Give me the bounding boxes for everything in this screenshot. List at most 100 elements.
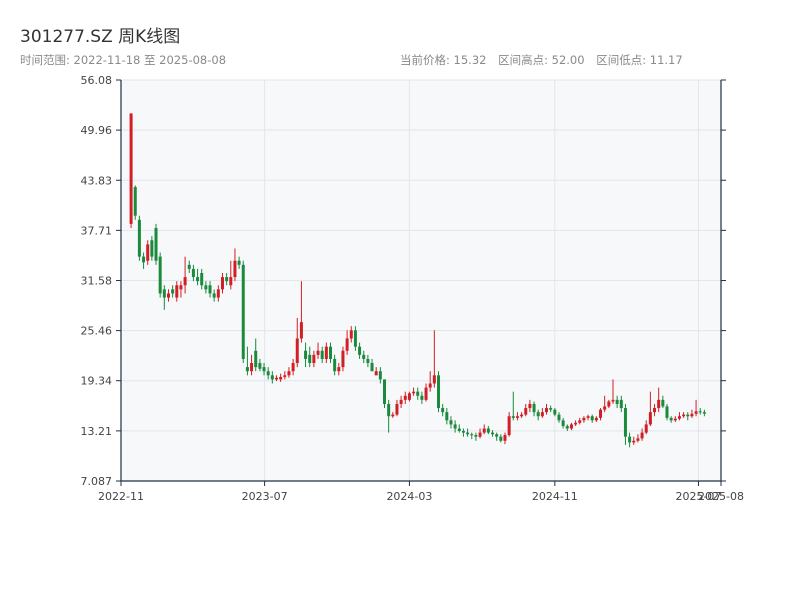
candle-up — [412, 391, 416, 394]
candle-down — [225, 277, 229, 282]
candle-down — [366, 358, 370, 364]
candle-down — [449, 420, 453, 425]
candle-up — [569, 424, 573, 429]
candle-up — [337, 367, 341, 372]
candle-down — [362, 354, 366, 359]
candle-up — [636, 438, 640, 441]
range-low-text: 区间低点: 11.17 — [596, 53, 683, 67]
candle-up — [582, 417, 586, 421]
candle-down — [383, 379, 387, 404]
candle-up — [545, 408, 549, 413]
candle-down — [661, 399, 665, 407]
candle-up — [644, 424, 648, 433]
x-tick-label: 2025-07 — [675, 490, 721, 503]
candle-up — [183, 277, 187, 286]
candle-down — [212, 293, 216, 298]
candle-down — [416, 391, 420, 396]
candle-up — [578, 420, 582, 423]
candle-down — [665, 406, 669, 418]
candle-up — [648, 412, 652, 425]
candle-up — [316, 350, 320, 355]
stats-bar: 当前价格: 15.32 区间高点: 52.00 区间低点: 11.17 — [400, 52, 691, 68]
candle-up — [524, 408, 528, 415]
candle-up — [146, 244, 150, 261]
candle-up — [287, 371, 291, 376]
y-tick-label: 49.96 — [81, 124, 113, 137]
candle-down — [491, 432, 495, 435]
candle-down — [511, 416, 515, 418]
candle-down — [495, 434, 499, 437]
candle-up — [611, 399, 615, 402]
candle-up — [179, 285, 183, 290]
candle-down — [457, 428, 461, 431]
range-high-text: 区间高点: 52.00 — [498, 53, 585, 67]
candle-up — [574, 422, 578, 425]
candle-up — [229, 277, 233, 286]
candle-down — [258, 363, 262, 369]
candle-up — [540, 412, 544, 417]
candle-up — [283, 375, 287, 377]
candle-down — [162, 289, 166, 298]
candle-down — [270, 375, 274, 380]
candle-down — [461, 430, 465, 433]
candle-up — [528, 403, 532, 409]
candle-down — [557, 414, 561, 421]
x-tick-label: 2024-11 — [532, 490, 578, 503]
y-tick-label: 19.34 — [81, 375, 113, 388]
candle-up — [407, 393, 411, 400]
candle-up — [682, 414, 686, 417]
candle-up — [478, 432, 482, 437]
candle-down — [445, 412, 449, 421]
candle-up — [216, 289, 220, 298]
candle-down — [536, 412, 540, 417]
candle-up — [403, 395, 407, 400]
candle-up — [694, 411, 698, 414]
candle-up — [220, 277, 224, 290]
candle-up — [607, 401, 611, 407]
candle-down — [590, 416, 594, 421]
candle-down — [549, 408, 553, 410]
candle-up — [599, 409, 603, 418]
x-tick-label: 2023-07 — [242, 490, 288, 503]
y-tick-label: 25.46 — [81, 325, 113, 338]
candle-down — [378, 371, 382, 380]
candle-down — [133, 187, 137, 216]
candle-down — [499, 436, 503, 441]
candle-up — [673, 418, 677, 421]
candle-down — [702, 412, 706, 414]
candle-down — [254, 350, 258, 368]
candle-up — [295, 338, 299, 364]
y-tick-label: 13.21 — [81, 425, 113, 438]
candle-up — [399, 399, 403, 404]
candle-down — [565, 426, 569, 429]
candle-down — [619, 399, 623, 409]
candle-down — [437, 375, 441, 409]
candle-down — [245, 367, 249, 372]
candle-up — [274, 377, 278, 380]
candle-down — [204, 285, 208, 290]
candle-up — [341, 350, 345, 368]
candle-up — [391, 414, 395, 417]
y-tick-label: 7.087 — [81, 475, 113, 488]
candle-down — [304, 350, 308, 359]
candle-down — [420, 395, 424, 400]
candle-up — [603, 406, 607, 410]
candle-down — [266, 371, 270, 376]
candle-up — [233, 260, 237, 278]
y-tick-label: 43.83 — [81, 174, 113, 187]
chart-title: 301277.SZ 周K线图 — [20, 27, 181, 47]
candle-down — [453, 424, 457, 429]
candle-up — [374, 371, 378, 376]
candle-down — [328, 346, 332, 359]
candle-up — [175, 285, 179, 298]
candle-down — [154, 227, 158, 261]
candle-down — [387, 403, 391, 417]
candle-down — [208, 285, 212, 294]
candle-down — [150, 240, 154, 257]
candle-down — [191, 268, 195, 278]
candle-down — [441, 408, 445, 413]
candle-up — [250, 363, 254, 372]
candle-down — [623, 408, 627, 437]
candle-down — [333, 358, 337, 372]
